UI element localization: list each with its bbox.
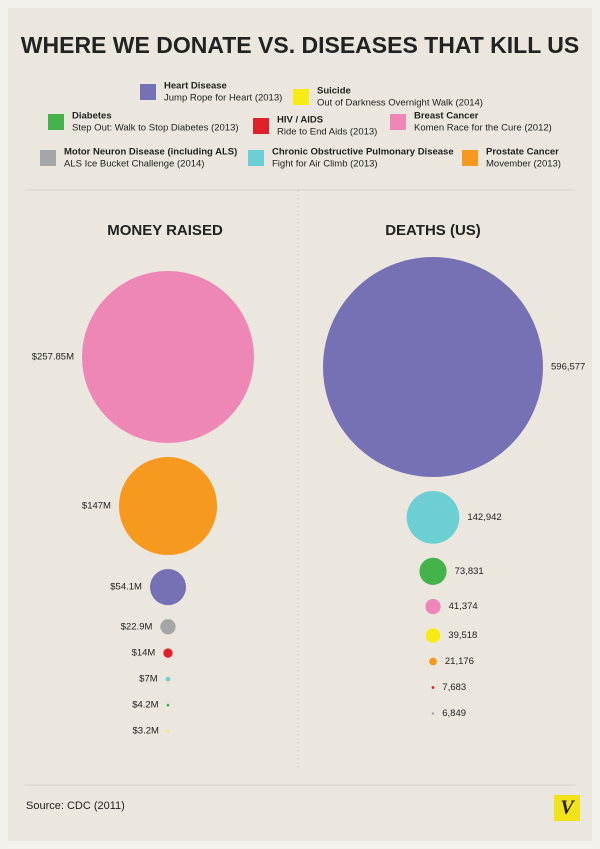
bubble — [431, 712, 435, 715]
bubble — [429, 657, 437, 666]
legend-name: Breast Cancer — [414, 111, 479, 122]
logo: V — [560, 797, 575, 819]
legend-name: Motor Neuron Disease (including ALS) — [64, 147, 237, 158]
chart-title: MONEY RAISED — [107, 222, 223, 239]
value-label: $22.9M — [121, 621, 153, 632]
value-label: 73,831 — [455, 566, 484, 577]
legend-campaign: Komen Race for the Cure (2012) — [414, 123, 552, 134]
bubble — [160, 619, 176, 635]
value-label: $257.85M — [32, 352, 74, 363]
legend-campaign: ALS Ice Bucket Challenge (2014) — [64, 159, 204, 170]
bubble — [425, 598, 441, 615]
value-label: 7,683 — [442, 682, 466, 693]
value-label: 6,849 — [442, 708, 466, 719]
legend-swatch — [293, 89, 309, 105]
bubble — [82, 271, 254, 443]
bubble — [431, 686, 435, 689]
legend-campaign: Fight for Air Climb (2013) — [272, 159, 378, 170]
bubble — [425, 628, 441, 643]
legend-campaign: Out of Darkness Overnight Walk (2014) — [317, 98, 483, 109]
legend-swatch — [253, 118, 269, 134]
value-label: $7M — [139, 674, 158, 685]
legend-swatch — [140, 84, 156, 100]
legend-name: HIV / AIDS — [277, 115, 323, 126]
bubble — [166, 703, 170, 707]
bubble — [166, 730, 170, 733]
title: WHERE WE DONATE VS. DISEASES THAT KILL U… — [21, 32, 579, 58]
source: Source: CDC (2011) — [26, 800, 125, 812]
bubble — [165, 676, 171, 682]
chart-title: DEATHS (US) — [385, 222, 481, 239]
value-label: 21,176 — [445, 656, 474, 667]
bubble — [323, 257, 543, 477]
legend-campaign: Ride to End Aids (2013) — [277, 127, 377, 138]
logo-box — [554, 795, 580, 821]
value-label: 142,942 — [467, 512, 501, 523]
value-label: 41,374 — [449, 601, 478, 612]
legend-swatch — [390, 114, 406, 130]
legend-name: Prostate Cancer — [486, 147, 559, 158]
value-label: 596,577 — [551, 362, 585, 373]
value-label: $14M — [132, 648, 156, 659]
legend-campaign: Jump Rope for Heart (2013) — [164, 93, 282, 104]
legend-campaign: Movember (2013) — [486, 159, 561, 170]
bubble — [419, 557, 447, 585]
value-label: $3.2M — [133, 726, 159, 737]
legend-swatch — [462, 150, 478, 166]
bubble — [149, 569, 187, 606]
legend-name: Diabetes — [72, 111, 112, 122]
legend-name: Suicide — [317, 86, 351, 97]
bubble — [118, 457, 218, 556]
value-label: $4.2M — [132, 700, 158, 711]
legend-campaign: Step Out: Walk to Stop Diabetes (2013) — [72, 123, 239, 134]
legend-swatch — [248, 150, 264, 166]
legend-swatch — [48, 114, 64, 130]
legend-swatch — [40, 150, 56, 166]
legend-name: Chronic Obstructive Pulmonary Disease — [272, 147, 454, 158]
value-label: 39,518 — [448, 630, 477, 641]
bubble — [406, 491, 460, 544]
bubble — [163, 648, 173, 658]
value-label: $147M — [82, 501, 111, 512]
value-label: $54.1M — [110, 582, 142, 593]
legend-name: Heart Disease — [164, 81, 227, 92]
